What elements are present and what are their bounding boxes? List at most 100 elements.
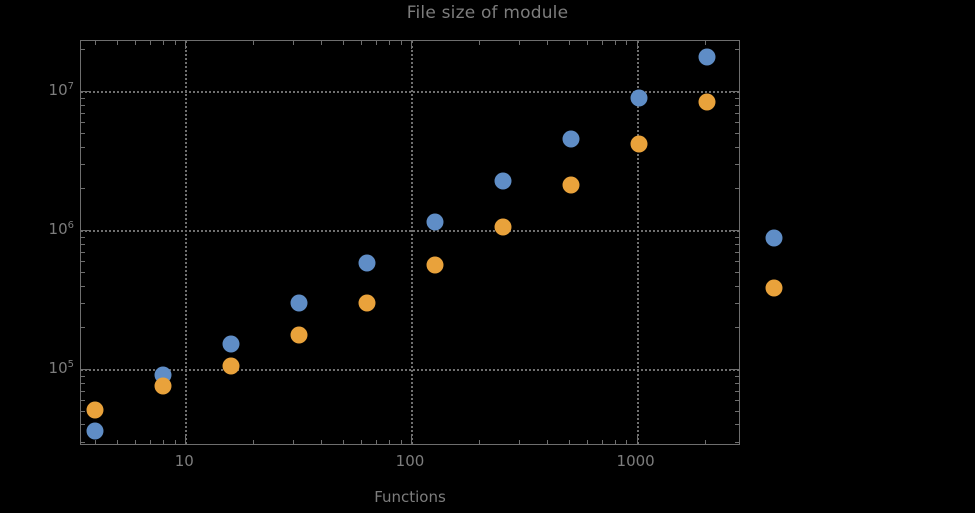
y-axis-tick: [81, 327, 85, 329]
x-axis-tick: [292, 41, 294, 45]
y-axis-tick: [81, 243, 85, 245]
y-axis-tick: [735, 327, 739, 329]
x-axis-tick: [292, 440, 294, 444]
x-axis-tick: [253, 440, 255, 444]
x-axis-tick: [704, 440, 706, 444]
data-point-orange: [426, 256, 444, 274]
x-axis-tick: [135, 41, 137, 45]
y-axis-tick: [81, 146, 85, 148]
data-point-orange: [154, 377, 172, 395]
y-axis-tick: [735, 382, 739, 384]
x-axis-tick: [117, 41, 119, 45]
y-tick-labels: 105 106 107: [0, 0, 74, 513]
y-axis-tick: [81, 424, 85, 426]
y-axis-tick: [81, 411, 85, 412]
x-axis-tick: [163, 41, 165, 45]
y-axis-tick: [735, 122, 739, 124]
data-point-blue: [222, 335, 240, 353]
data-point-orange: [222, 357, 240, 375]
data-point-blue: [630, 89, 648, 107]
y-axis-tick: [735, 236, 739, 238]
x-axis-tick: [586, 440, 588, 444]
y-axis-tick: [735, 104, 739, 106]
data-point-orange: [562, 176, 580, 194]
y-axis-tick: [81, 163, 85, 165]
x-gridline: [636, 41, 639, 444]
x-axis-tick: [518, 440, 520, 444]
x-axis-tick: [546, 440, 548, 444]
x-axis-tick: [163, 440, 165, 444]
y-axis-tick: [735, 411, 739, 412]
data-point-blue: [698, 48, 716, 66]
y-axis-tick: [81, 302, 85, 304]
data-point-blue: [426, 213, 444, 231]
x-axis-tick: [614, 440, 616, 444]
x-gridline: [410, 41, 413, 444]
x-axis-tick: [376, 41, 378, 45]
y-axis-tick: [81, 188, 85, 190]
y-axis-tick: [81, 390, 85, 392]
x-axis-tick: [636, 436, 638, 444]
y-axis-tick: [731, 91, 739, 93]
y-axis-tick: [81, 236, 85, 238]
x-tick-label: 1000: [616, 452, 655, 470]
y-axis-tick: [735, 424, 739, 426]
y-gridline: [81, 369, 739, 372]
y-axis-tick: [81, 133, 85, 135]
data-point-blue: [86, 422, 104, 440]
data-point-blue: [290, 294, 308, 312]
x-axis-title: Functions: [374, 488, 446, 506]
x-axis-tick: [321, 440, 323, 444]
x-axis-tick: [478, 41, 480, 45]
y-axis-tick: [81, 97, 85, 99]
x-axis-tick: [478, 440, 480, 444]
y-axis-tick: [81, 261, 85, 263]
x-axis-tick: [410, 41, 412, 49]
x-axis-tick: [343, 41, 345, 45]
y-axis-tick: [735, 390, 739, 392]
y-axis-tick: [81, 382, 85, 384]
y-axis-tick: [735, 146, 739, 148]
y-gridline: [81, 230, 739, 233]
x-axis-tick: [185, 436, 187, 444]
x-tick-label: 100: [395, 452, 425, 470]
x-axis-tick: [568, 440, 570, 444]
x-axis-tick: [389, 41, 391, 45]
data-point-orange: [290, 326, 308, 344]
x-axis-tick: [185, 41, 187, 49]
y-axis-tick: [81, 112, 85, 114]
x-axis-tick: [389, 440, 391, 444]
data-point-orange: [765, 279, 783, 297]
y-axis-tick: [81, 230, 89, 232]
x-axis-tick: [95, 440, 97, 444]
x-axis-tick: [321, 41, 323, 45]
chart-title: File size of module: [406, 3, 569, 23]
x-axis-tick: [376, 440, 378, 444]
data-point-orange: [86, 401, 104, 419]
y-axis-tick: [81, 91, 89, 93]
x-axis-tick: [343, 440, 345, 444]
data-point-orange: [358, 294, 376, 312]
x-axis-tick: [626, 41, 628, 45]
x-axis-tick: [360, 440, 362, 444]
plot-frame: [80, 40, 740, 445]
x-axis-tick: [601, 41, 603, 45]
y-axis-tick: [735, 261, 739, 263]
x-axis-tick: [546, 41, 548, 45]
data-point-blue: [765, 229, 783, 247]
y-axis-tick: [81, 400, 85, 401]
x-axis-tick: [636, 41, 638, 49]
y-axis-tick: [81, 122, 85, 124]
x-axis-tick: [400, 440, 402, 444]
x-axis-tick: [704, 41, 706, 45]
data-point-blue: [494, 172, 512, 190]
x-axis-tick: [95, 41, 97, 45]
y-tick-label: 105: [48, 359, 74, 378]
y-axis-tick: [735, 97, 739, 99]
y-axis-tick: [735, 375, 739, 377]
y-axis-tick: [735, 441, 739, 443]
x-axis-tick: [135, 440, 137, 444]
x-axis-tick: [626, 440, 628, 444]
y-gridline: [81, 91, 739, 94]
y-axis-tick: [735, 243, 739, 245]
